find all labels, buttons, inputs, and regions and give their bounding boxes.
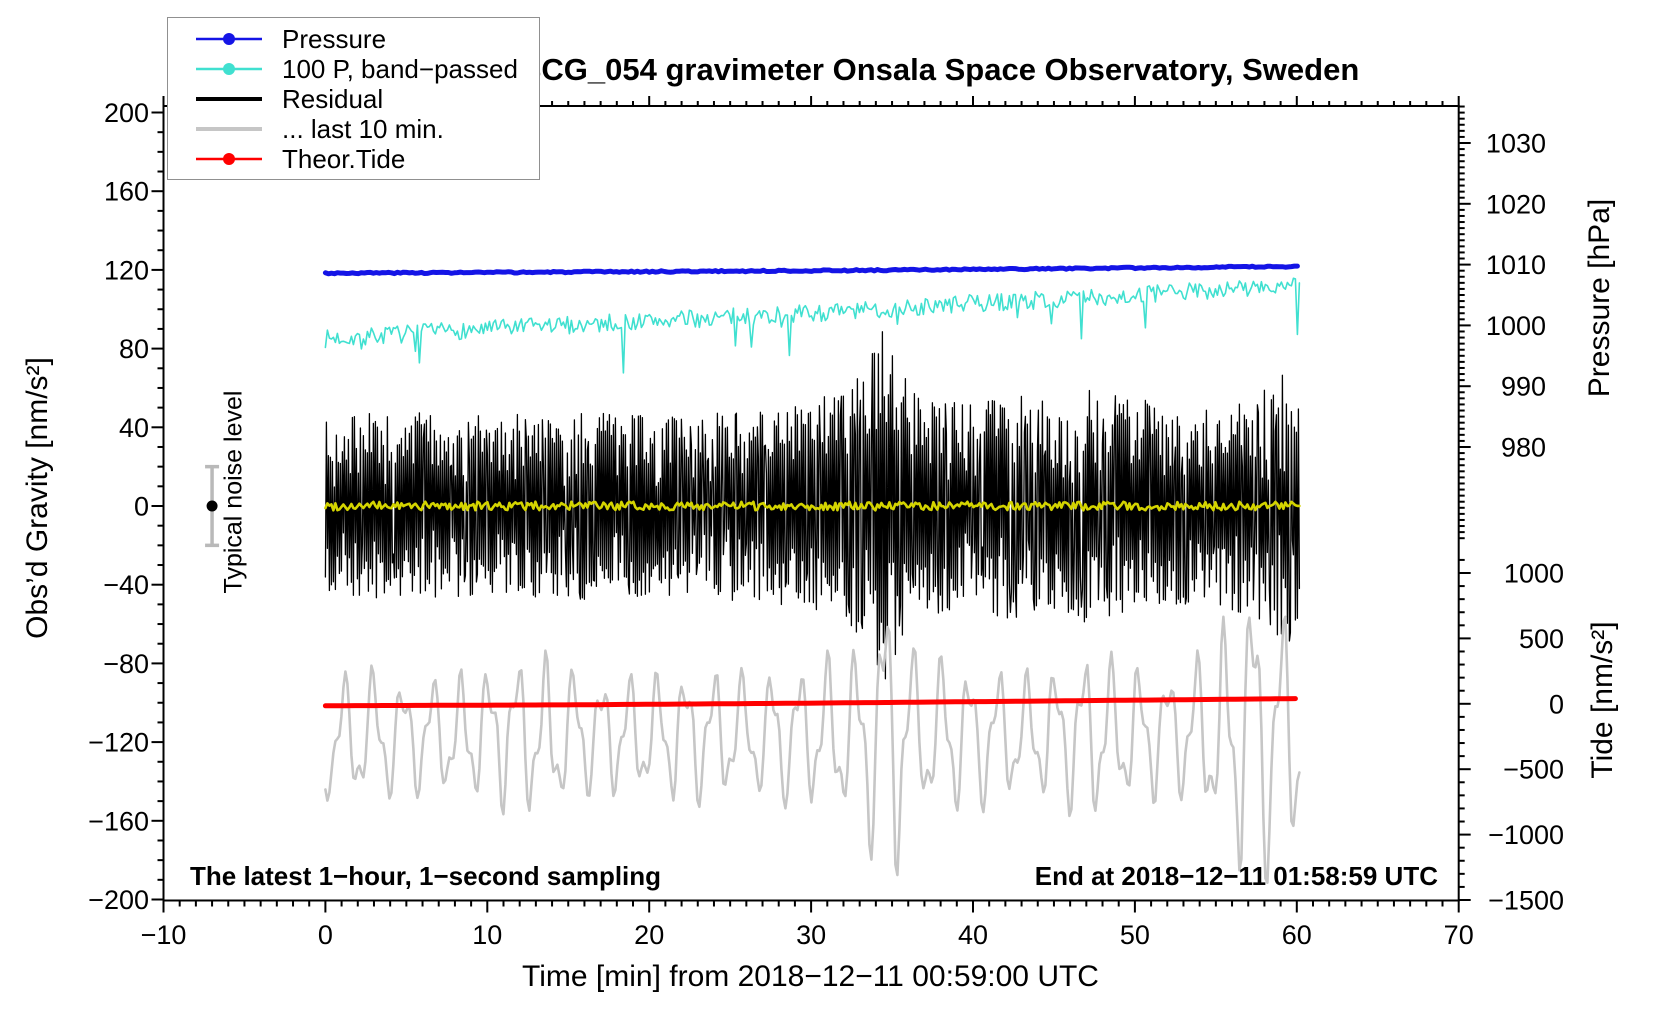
tide-tick-label: 1000 xyxy=(1504,559,1564,589)
pressure-tick-label: 990 xyxy=(1501,372,1546,402)
legend-item-0: Pressure xyxy=(194,24,539,54)
noise-level-label: Typical noise level xyxy=(219,390,248,594)
pressure-axis-label: Pressure [hPa] xyxy=(1583,198,1616,398)
gravity-tick-label: −120 xyxy=(88,728,149,758)
series-pressure xyxy=(322,263,1300,277)
end-time-annotation: End at 2018−12−11 01:58:59 UTC xyxy=(1034,861,1438,891)
tide-tick-label: −1500 xyxy=(1488,886,1564,916)
tide-tick-label: −500 xyxy=(1503,755,1564,785)
x-tick-label: −10 xyxy=(141,920,187,950)
tide-tick-label: 500 xyxy=(1519,624,1564,654)
x-tick-label: 50 xyxy=(1120,920,1150,950)
gravity-tick-label: −160 xyxy=(88,806,149,836)
series-100-p-band-passed xyxy=(324,277,1301,374)
x-tick-label: 60 xyxy=(1282,920,1312,950)
legend-marker xyxy=(196,97,262,101)
x-tick-label: 70 xyxy=(1444,920,1474,950)
legend-label: Theor.Tide xyxy=(282,143,406,174)
series-last-10-min xyxy=(324,615,1301,885)
gravity-tick-label: 0 xyxy=(134,492,149,522)
time-axis-label: Time [min] from 2018−12−11 00:59:00 UTC xyxy=(522,960,1099,993)
gravity-tick-label: −80 xyxy=(103,649,149,679)
tick-labels: −10 0 10 20 30 40 50 60 70−200−160−120−80−400408… xyxy=(88,98,1564,950)
x-tick-label: 20 xyxy=(634,920,664,950)
legend-marker xyxy=(196,33,262,45)
tide-tick-label: 0 xyxy=(1549,689,1564,719)
pressure-tick-label: 1000 xyxy=(1486,311,1546,341)
plot-title: SCG_054 gravimeter Onsala Space Observat… xyxy=(520,52,1360,87)
legend: Pressure 100 P, band−passed Residual... la… xyxy=(167,17,540,180)
pressure-tick-label: 1020 xyxy=(1486,189,1546,219)
legend-dot xyxy=(223,33,235,45)
gravity-axis-label: Obs’d Gravity [nm/s²] xyxy=(21,357,54,639)
gravity-tick-label: −40 xyxy=(103,570,149,600)
gravity-tick-label: −200 xyxy=(88,885,149,915)
legend-dot xyxy=(223,63,235,75)
legend-label: Pressure xyxy=(282,23,387,54)
legend-item-4: Theor.Tide xyxy=(194,144,539,174)
legend-item-3: ... last 10 min. xyxy=(194,114,539,144)
sampling-annotation: The latest 1−hour, 1−second sampling xyxy=(190,861,662,891)
pressure-tick-label: 1010 xyxy=(1486,250,1546,280)
series-residual xyxy=(324,331,1301,680)
gravity-tick-label: 120 xyxy=(104,255,149,285)
noise-dot xyxy=(206,500,218,512)
noise-level-marker xyxy=(205,464,220,548)
pressure-tick-label: 1030 xyxy=(1486,129,1546,159)
gravity-tick-label: 200 xyxy=(104,98,149,128)
series-smoothed-residual xyxy=(324,500,1301,512)
legend-dot xyxy=(223,153,235,165)
x-tick-label: 10 xyxy=(472,920,502,950)
gravity-tick-label: 80 xyxy=(119,334,149,364)
tide-tick-label: −1000 xyxy=(1488,820,1564,850)
tide-axis-label: Tide [nm/s²] xyxy=(1586,621,1619,779)
series-theor-tide xyxy=(322,696,1298,709)
legend-label: Residual xyxy=(282,83,384,114)
legend-label: 100 P, band−passed xyxy=(282,53,518,84)
legend-marker xyxy=(196,63,262,75)
x-tick-label: 40 xyxy=(958,920,988,950)
legend-label: ... last 10 min. xyxy=(282,113,444,144)
gravity-tick-label: 40 xyxy=(119,413,149,443)
x-tick-label: 0 xyxy=(318,920,333,950)
pressure-tick-label: 980 xyxy=(1501,433,1546,463)
legend-marker xyxy=(196,127,262,131)
x-tick-label: 30 xyxy=(796,920,826,950)
legend-marker xyxy=(196,153,262,165)
gravity-tick-label: 160 xyxy=(104,177,149,207)
legend-item-1: 100 P, band−passed xyxy=(194,54,539,84)
legend-item-2: Residual xyxy=(194,84,539,114)
